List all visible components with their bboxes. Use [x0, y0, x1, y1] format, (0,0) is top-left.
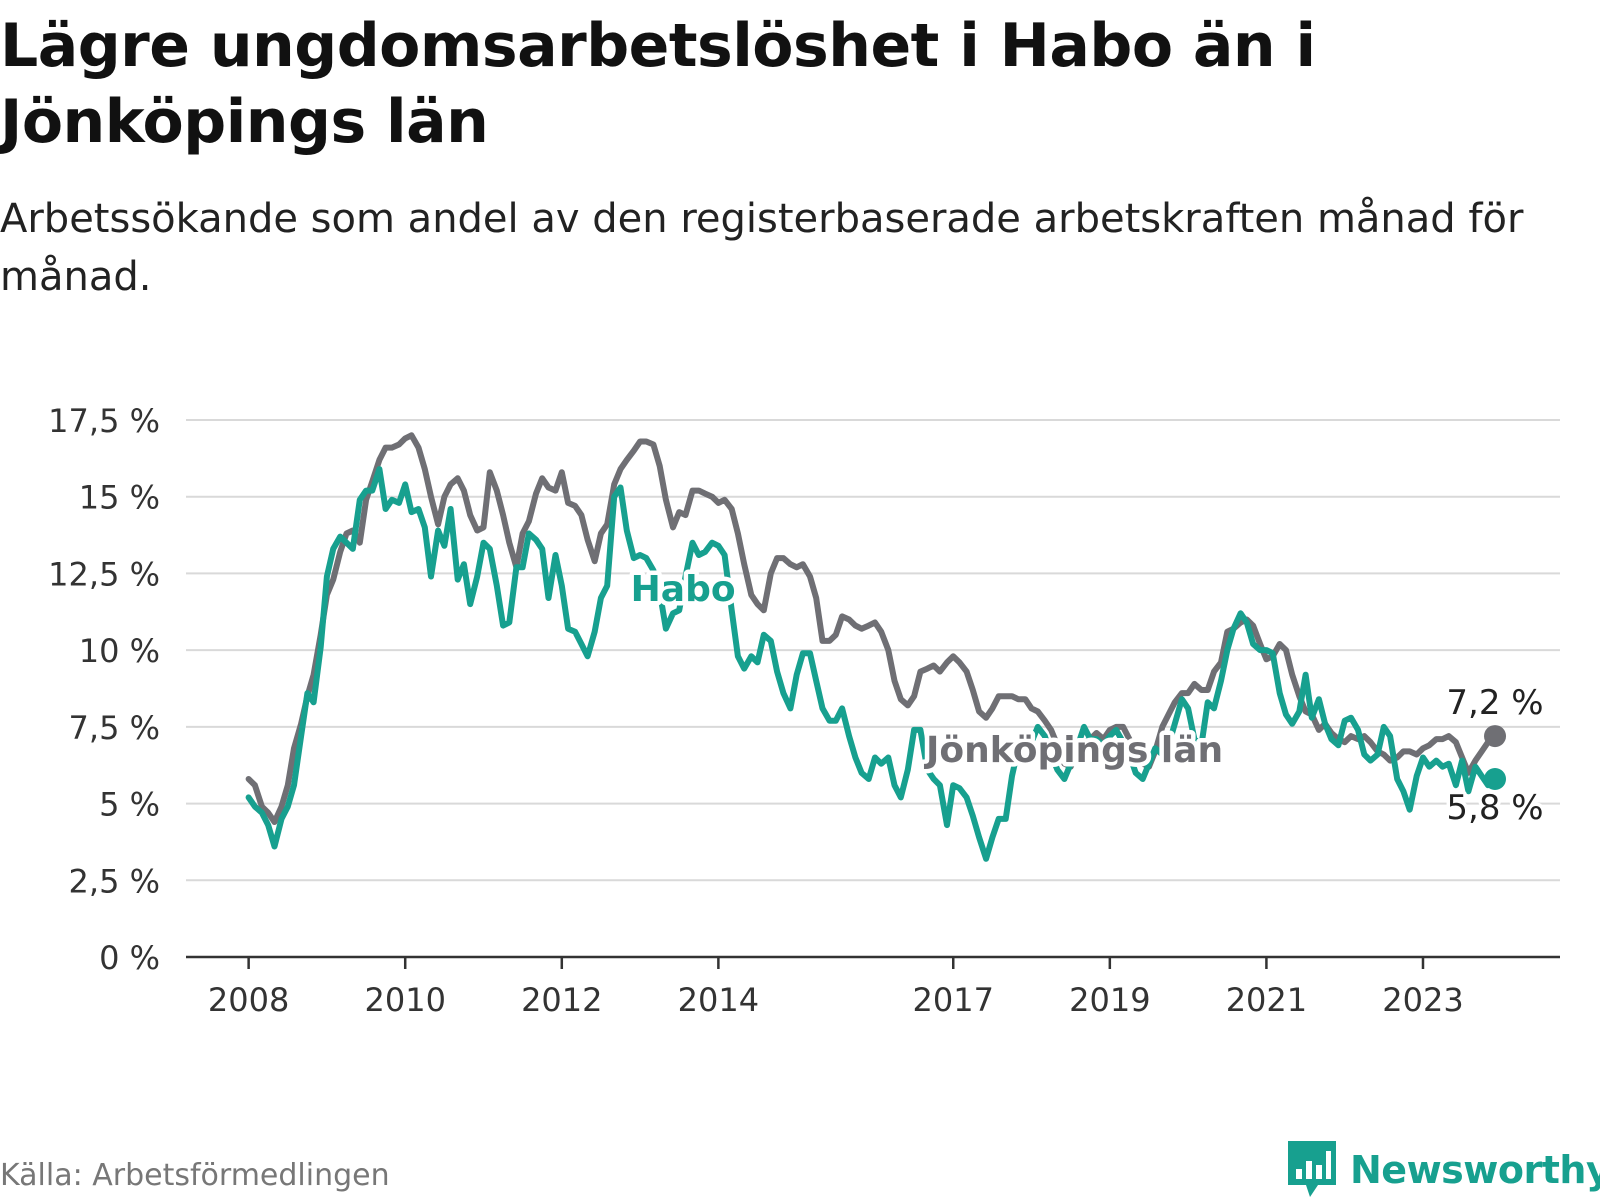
series-line-habo — [245, 466, 1498, 862]
y-axis-ticks: 0 % 2,5 % 5 % 7,5 % 10 % 12,5 % 15 % 17,5 % — [48, 402, 160, 977]
y-tick-label: 0 % — [99, 939, 160, 977]
chart-subtitle: Arbetssökande som andel av den registerb… — [0, 196, 1524, 300]
y-tick-label: 7,5 % — [69, 709, 160, 747]
brand-logo: Newsworthy — [1288, 1140, 1600, 1200]
chart-title: Lägre ungdomsarbetslöshet i Habo än i Jö… — [0, 11, 1316, 157]
x-tick-label: 2019 — [1069, 981, 1150, 1019]
y-tick-label: 10 % — [79, 632, 160, 670]
x-tick-label: 2012 — [521, 981, 602, 1019]
series-line-j-nk-pings-l-n — [245, 432, 1498, 825]
end-point-j-nk-pings-l-n — [1484, 725, 1507, 748]
line-chart: 0 % 2,5 % 5 % 7,5 % 10 % 12,5 % 15 % 17,5 % 200… — [48, 402, 1560, 1019]
x-tick-label: 2010 — [364, 981, 445, 1019]
x-tick-label: 2017 — [913, 981, 994, 1019]
y-tick-label: 5 % — [99, 786, 160, 824]
brand-name: Newsworthy — [1350, 1148, 1600, 1192]
series-lines — [245, 432, 1507, 862]
y-tick-label: 12,5 % — [48, 555, 160, 593]
source-note: Källa: Arbetsförmedlingen — [0, 1158, 390, 1193]
y-tick-label: 2,5 % — [69, 862, 160, 900]
end-label-habo: 5,8 % — [1446, 788, 1543, 828]
gridlines — [186, 419, 1560, 959]
series-label-habo: Habo — [631, 569, 736, 610]
end-label-jonkopings-lan: 7,2 % — [1446, 683, 1543, 723]
series-labels: Habo Jönköpings län 7,2 % 5,8 % — [626, 565, 1547, 832]
x-tick-label: 2023 — [1382, 981, 1463, 1019]
series-label-jonkopings-lan: Jönköpings län — [923, 730, 1223, 771]
end-point-habo — [1484, 768, 1507, 791]
bar-chart-icon — [1288, 1141, 1336, 1197]
x-tick-label: 2008 — [208, 981, 289, 1019]
x-axis-ticks: 2008 2010 2012 2014 2017 2019 2021 2023 — [208, 957, 1464, 1019]
y-tick-label: 15 % — [79, 479, 160, 517]
x-tick-label: 2021 — [1226, 981, 1307, 1019]
y-tick-label: 17,5 % — [48, 402, 160, 440]
x-tick-label: 2014 — [678, 981, 759, 1019]
